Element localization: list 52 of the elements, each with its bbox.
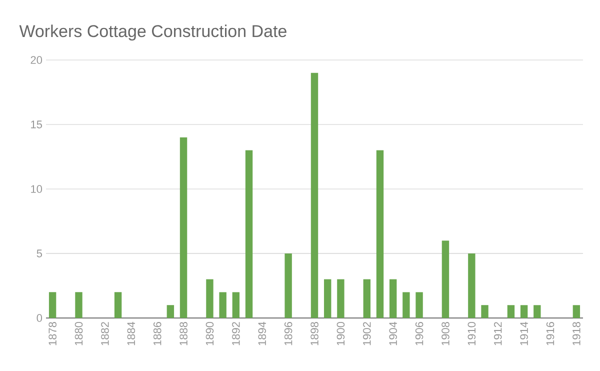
x-tick-label: 1910 [468,322,476,346]
bar [507,305,515,318]
x-tick-label: 1912 [494,322,502,346]
bar [75,292,82,318]
y-tick-label: 15 [31,120,42,128]
x-tick-label: 1900 [336,322,345,346]
bar [166,305,174,318]
y-tick-label: 0 [36,314,42,322]
x-tick-label: 1882 [101,322,109,346]
x-tick-label: 1884 [127,322,136,346]
bar [245,150,253,318]
x-tick-label: 1892 [232,322,240,346]
bar [114,292,122,318]
x-tick-label: 1904 [389,322,397,346]
bar [481,305,488,318]
x-tick-label: 1880 [74,322,83,346]
y-tick-label: 20 [30,56,42,64]
x-tick-label: 1916 [546,322,554,346]
x-tick-label: 1878 [48,322,56,346]
x-tick-label: 1894 [258,322,266,346]
x-tick-label: 1908 [442,322,450,346]
x-tick-label: 1890 [206,322,214,346]
x-tick-label: 1914 [520,322,528,346]
x-tick-label: 1896 [284,322,292,346]
bar [337,279,344,318]
bar [310,72,318,318]
bar [324,279,332,318]
bar [206,279,214,318]
bar [402,292,410,318]
bar [572,305,580,318]
y-tick-label: 10 [31,185,42,193]
bar [376,150,384,318]
bar [442,240,450,318]
bar [232,292,240,318]
bar [284,253,292,318]
bar [389,279,397,318]
x-tick-label: 1902 [363,322,371,346]
bar [48,292,56,318]
y-tick-label: 5 [36,250,42,258]
bar [180,137,188,318]
x-tick-label: 1906 [415,322,424,346]
bar [520,305,528,318]
bar [534,305,541,318]
x-tick-label: 1898 [310,322,318,346]
bar [363,279,370,318]
bar [468,253,476,318]
chart-title: Workers Cottage Construction Date [19,24,286,41]
x-tick-label: 1888 [180,322,188,346]
x-tick-label: 1918 [572,322,580,346]
bar [219,292,226,318]
x-tick-label: 1886 [153,322,162,346]
bar [416,292,423,318]
